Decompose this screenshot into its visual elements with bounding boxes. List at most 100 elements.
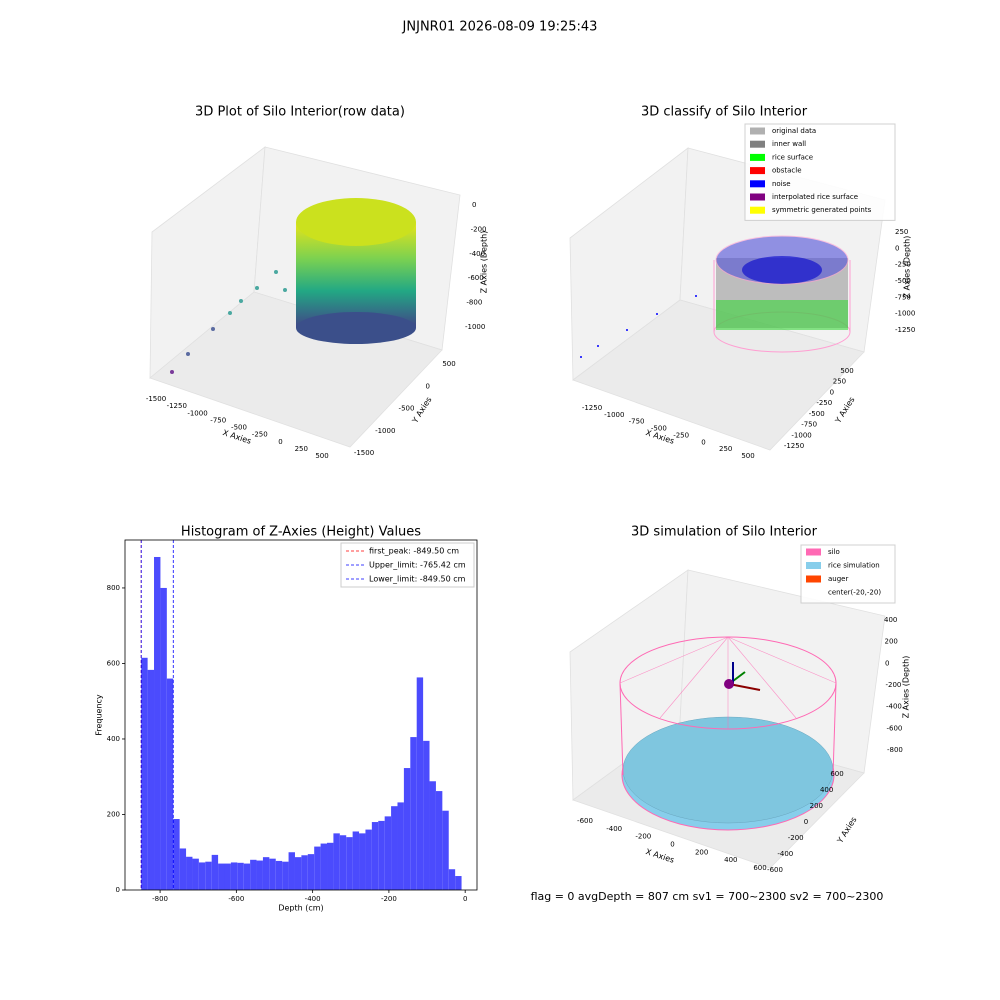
z-tick-label: -1000	[465, 323, 485, 331]
bar	[288, 852, 295, 890]
x-tick-label: 250	[719, 445, 732, 453]
bar	[256, 860, 263, 890]
bar	[301, 855, 308, 890]
bar	[243, 863, 251, 890]
z-tick-label: -200	[471, 225, 487, 233]
chart-title: 3D Plot of Silo Interior(row data)	[195, 105, 405, 120]
axes-frame	[124, 539, 478, 891]
legend-label: symmetric generated points	[772, 206, 872, 214]
y-tick-label: 600	[107, 659, 120, 667]
y-tick-label: 0	[830, 388, 834, 396]
bar	[410, 737, 417, 890]
x-tick-label: -400	[305, 895, 321, 903]
bar	[173, 819, 180, 890]
chart-title: 3D classify of Silo Interior	[641, 105, 808, 120]
bar	[391, 806, 398, 890]
z-tick-label: -500	[895, 277, 911, 285]
z-tick-label: 0	[895, 244, 899, 252]
bar	[269, 858, 276, 890]
z-tick-label: 0	[885, 659, 889, 667]
x-tick-label: -500	[651, 425, 667, 433]
legend-swatch	[806, 575, 821, 583]
bar	[237, 862, 244, 890]
bar	[423, 740, 430, 890]
z-tick-label: -600	[468, 274, 484, 282]
legend-label: obstacle	[772, 167, 802, 175]
bar	[416, 677, 424, 890]
legend-swatch	[750, 153, 765, 161]
bar	[448, 869, 456, 890]
legend-label: auger	[828, 575, 848, 583]
z-tick-label: 200	[885, 638, 898, 646]
legend-label: rice simulation	[828, 562, 880, 570]
y-tick-label: -1500	[354, 449, 374, 457]
x-tick-label: 0	[670, 841, 674, 849]
bar	[327, 842, 334, 890]
x-tick-label: -600	[577, 817, 593, 825]
y-tick-label: 600	[830, 770, 843, 778]
bar	[378, 820, 385, 890]
bar	[192, 858, 199, 890]
bar	[397, 802, 404, 890]
x-tick-label: -1250	[582, 404, 602, 412]
z-tick-label: 0	[472, 201, 476, 209]
bar	[384, 816, 392, 890]
bar	[359, 833, 366, 890]
legend-label: Upper_limit: -765.42 cm	[369, 561, 466, 570]
bar	[455, 876, 462, 890]
x-tick-label: 0	[701, 438, 705, 446]
legend-swatch	[806, 548, 821, 556]
bar	[230, 862, 238, 890]
y-tick-label: -1000	[375, 427, 395, 435]
x-tick-label: -250	[252, 431, 268, 439]
y-tick-label: -1250	[784, 442, 804, 450]
y-tick-label: -200	[788, 834, 804, 842]
legend-label: noise	[772, 180, 791, 188]
x-tick-label: 500	[315, 452, 328, 460]
y-tick-label: 250	[833, 378, 846, 386]
legend-label: center(-20,-20)	[828, 589, 881, 597]
legend-swatch	[806, 562, 821, 569]
bar	[339, 835, 347, 890]
chart-title: Histogram of Z-Axies (Height) Values	[181, 525, 421, 540]
panes-1	[149, 146, 461, 448]
x-tick-label: 0	[463, 895, 467, 903]
z-tick-label: -600	[887, 724, 903, 732]
y-tick-label: 400	[820, 786, 833, 794]
z-tick-label: 250	[895, 228, 908, 236]
bar	[294, 857, 302, 890]
z-tick-label: -250	[895, 261, 911, 269]
x-tick-label: -200	[381, 895, 397, 903]
z-axis-label: Z Axies (Depth)	[903, 236, 912, 299]
legend-swatch	[750, 206, 765, 214]
y-tick-label: -500	[399, 405, 415, 413]
z-tick-label: -200	[886, 681, 902, 689]
bar	[160, 587, 167, 890]
z-tick-label: -1000	[895, 310, 915, 318]
y-tick-label: 500	[442, 360, 455, 368]
legend-label: original data	[772, 127, 816, 135]
bar	[147, 669, 155, 890]
x-tick-label: -1250	[167, 402, 187, 410]
x-tick-label: -1500	[146, 395, 166, 403]
bar	[275, 860, 283, 890]
x-axis-label: Depth (cm)	[278, 904, 323, 913]
legend-label: interpolated rice surface	[772, 193, 858, 201]
bar	[179, 848, 187, 890]
z-tick-label: -400	[469, 250, 485, 258]
x-tick-label: 600	[753, 864, 766, 872]
panes-4	[569, 569, 886, 869]
bar	[371, 822, 379, 890]
legend-swatch	[750, 193, 765, 201]
x-tick-label: 250	[295, 445, 308, 453]
legend-swatch	[806, 589, 821, 596]
bar	[186, 856, 193, 890]
y-tick-label: -250	[816, 399, 832, 407]
y-tick-label: -400	[777, 850, 793, 858]
y-tick-label: -750	[801, 421, 817, 429]
y-axis-label: Frequency	[95, 694, 104, 736]
bar	[262, 857, 270, 890]
bar	[314, 846, 321, 890]
x-tick-label: -200	[635, 833, 651, 841]
y-tick-label: -600	[767, 866, 783, 874]
